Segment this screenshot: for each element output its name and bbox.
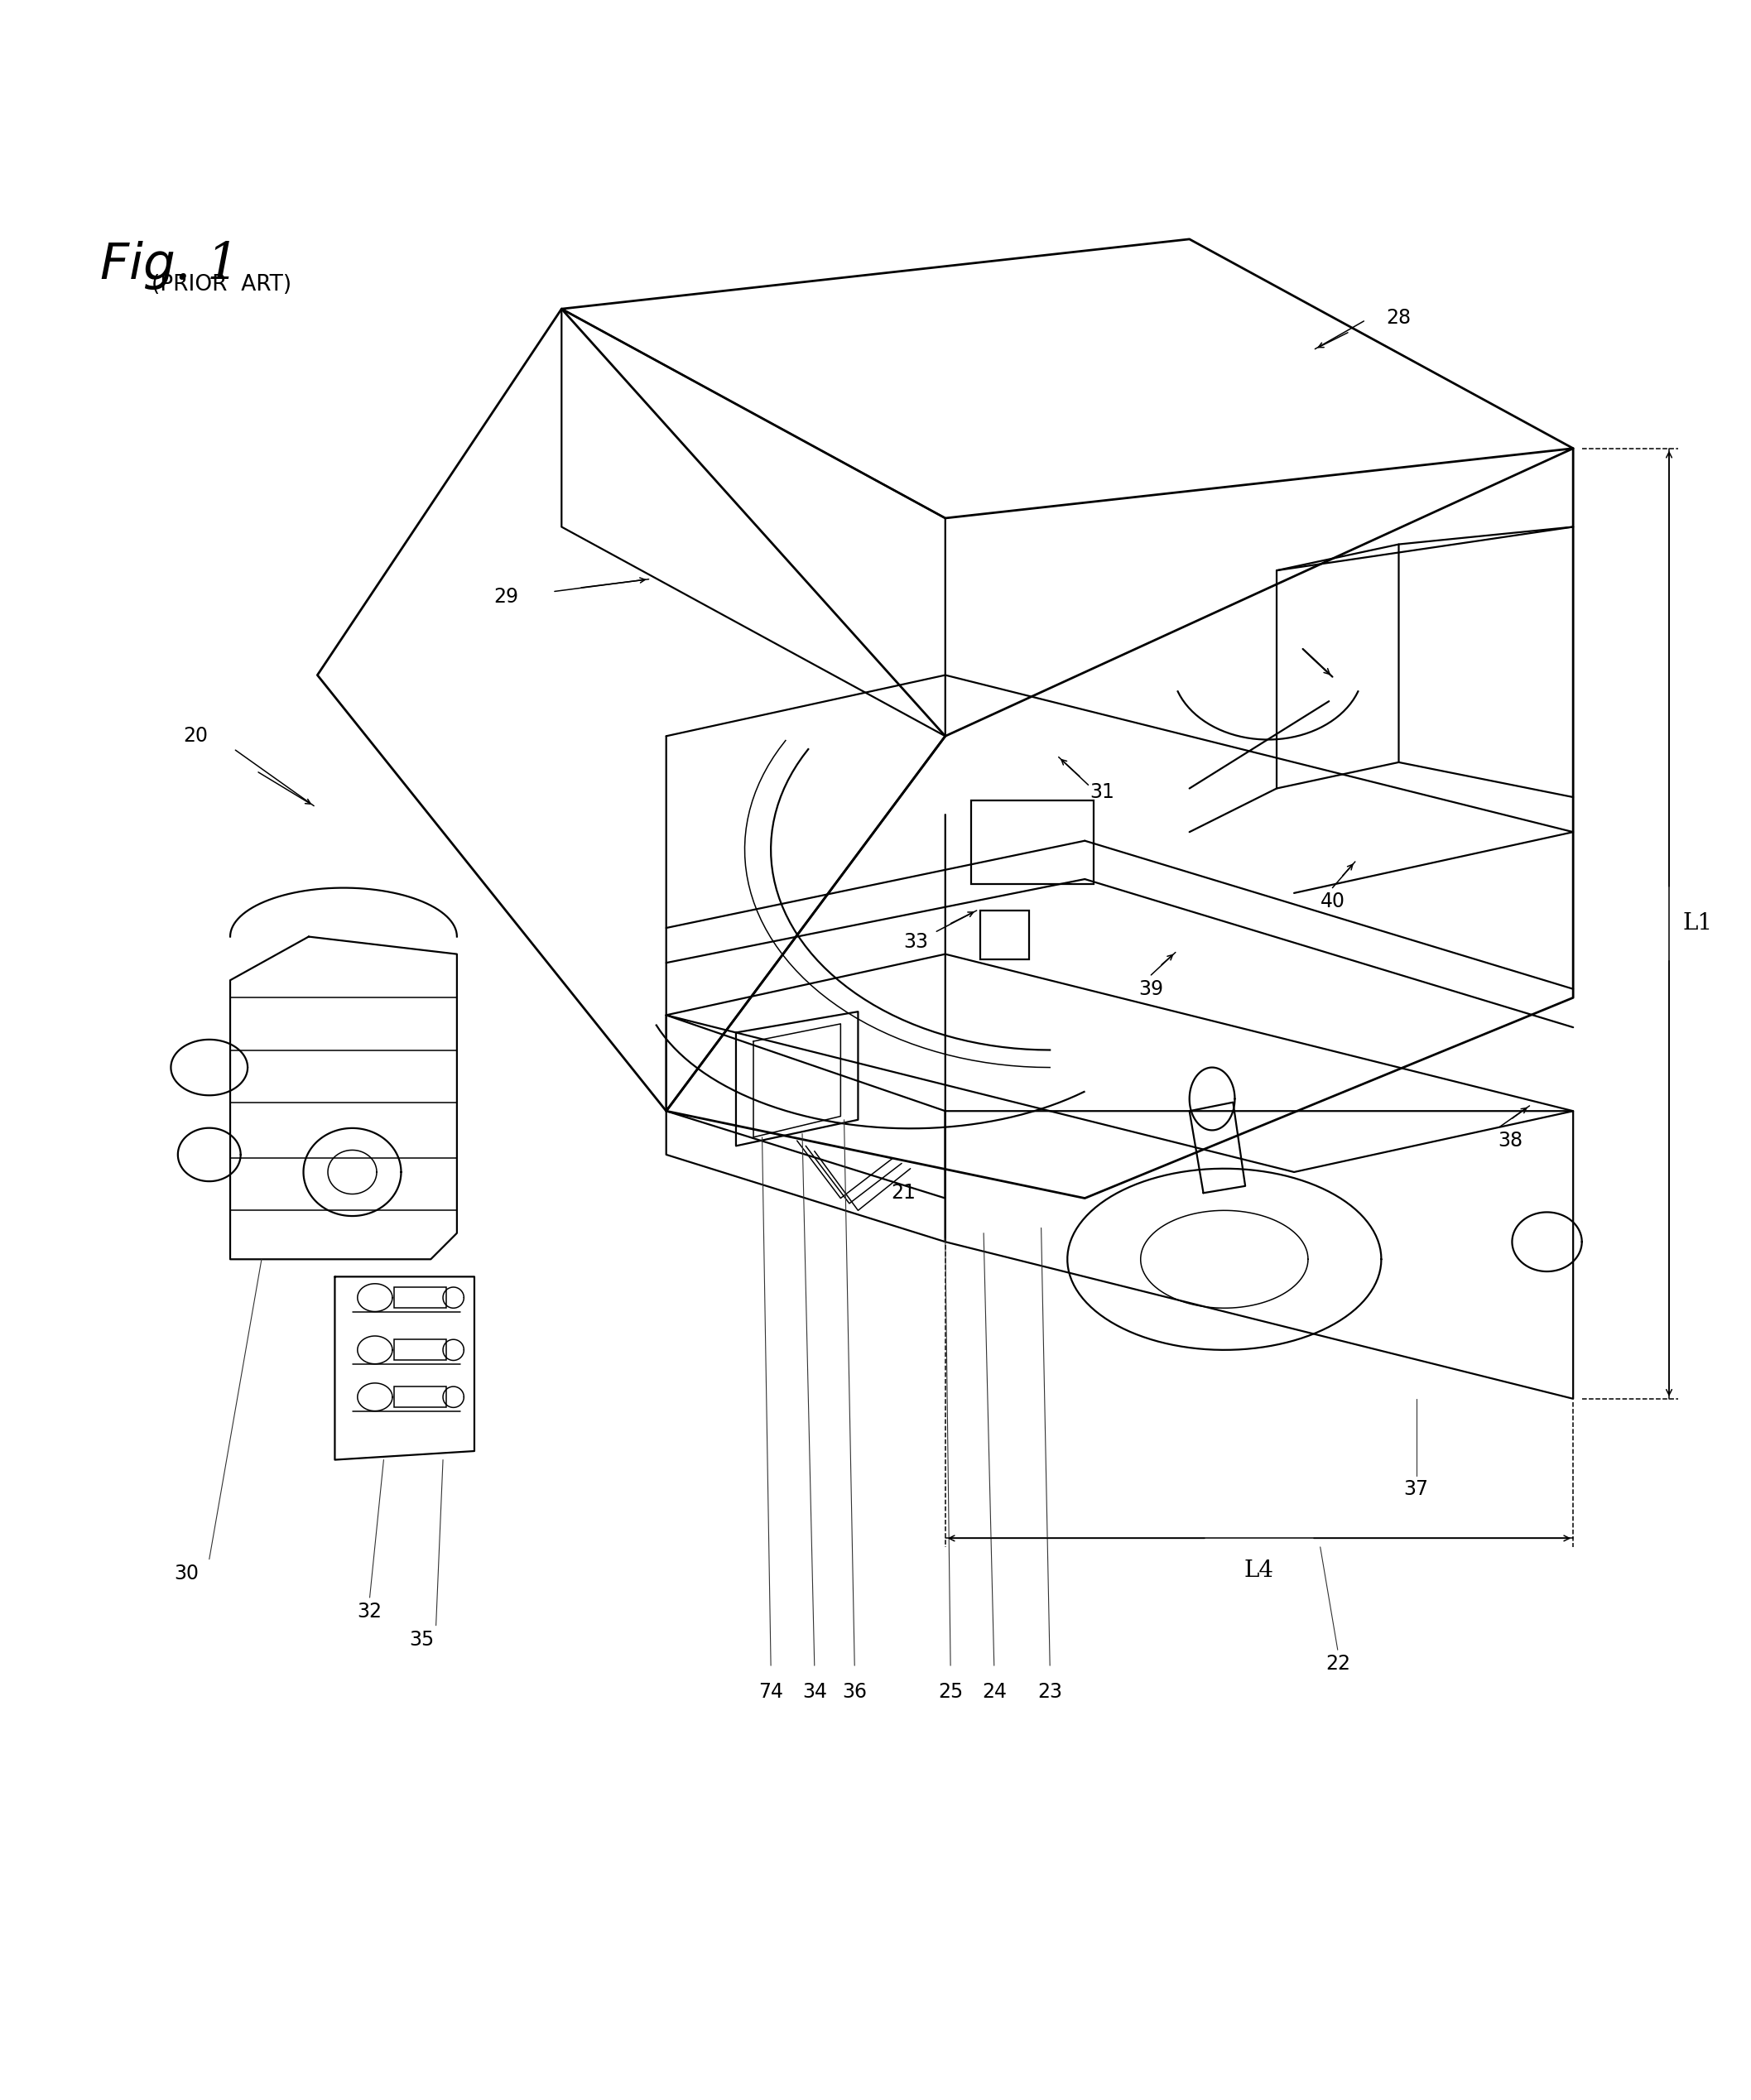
Text: 29: 29 [494, 586, 518, 607]
Text: 32: 32 [357, 1602, 382, 1621]
Text: L4: L4 [1245, 1558, 1275, 1581]
Text: 36: 36 [842, 1682, 867, 1701]
Text: 39: 39 [1138, 979, 1163, 1000]
Text: 40: 40 [1320, 892, 1345, 911]
Text: 24: 24 [982, 1682, 1007, 1701]
Text: $\mathit{Fig}$. 1: $\mathit{Fig}$. 1 [100, 239, 231, 292]
Text: 21: 21 [891, 1182, 916, 1203]
Text: 35: 35 [410, 1630, 434, 1648]
Bar [972, 800, 1094, 884]
Text: L1: L1 [1683, 911, 1712, 934]
Text: 30: 30 [173, 1562, 200, 1583]
Text: 25: 25 [939, 1682, 963, 1701]
Bar [394, 1340, 447, 1361]
Bar [394, 1386, 447, 1407]
Text: 20: 20 [182, 727, 208, 745]
Text: 37: 37 [1404, 1480, 1429, 1499]
Text: 22: 22 [1326, 1655, 1350, 1674]
Text: 28: 28 [1387, 309, 1411, 328]
Bar [981, 911, 1030, 960]
Text: 31: 31 [1089, 781, 1115, 802]
Text: 38: 38 [1497, 1130, 1523, 1151]
Bar [394, 1287, 447, 1308]
Text: 74: 74 [758, 1682, 783, 1701]
Text: (PRIOR  ART): (PRIOR ART) [152, 273, 292, 296]
Text: 34: 34 [802, 1682, 826, 1701]
Text: 23: 23 [1038, 1682, 1063, 1701]
Text: 33: 33 [904, 932, 928, 951]
